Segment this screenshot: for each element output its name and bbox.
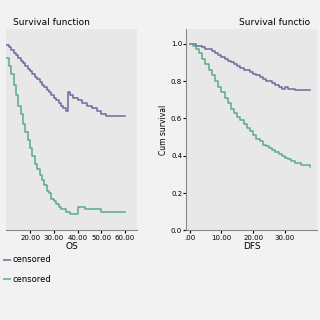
Text: censored: censored [13,275,52,284]
X-axis label: DFS: DFS [243,242,260,251]
Text: Survival function: Survival function [13,18,90,27]
Text: Survival functio: Survival functio [239,18,310,27]
Text: censored: censored [13,255,52,264]
X-axis label: OS: OS [65,242,78,251]
Y-axis label: Cum survival: Cum survival [159,104,168,155]
